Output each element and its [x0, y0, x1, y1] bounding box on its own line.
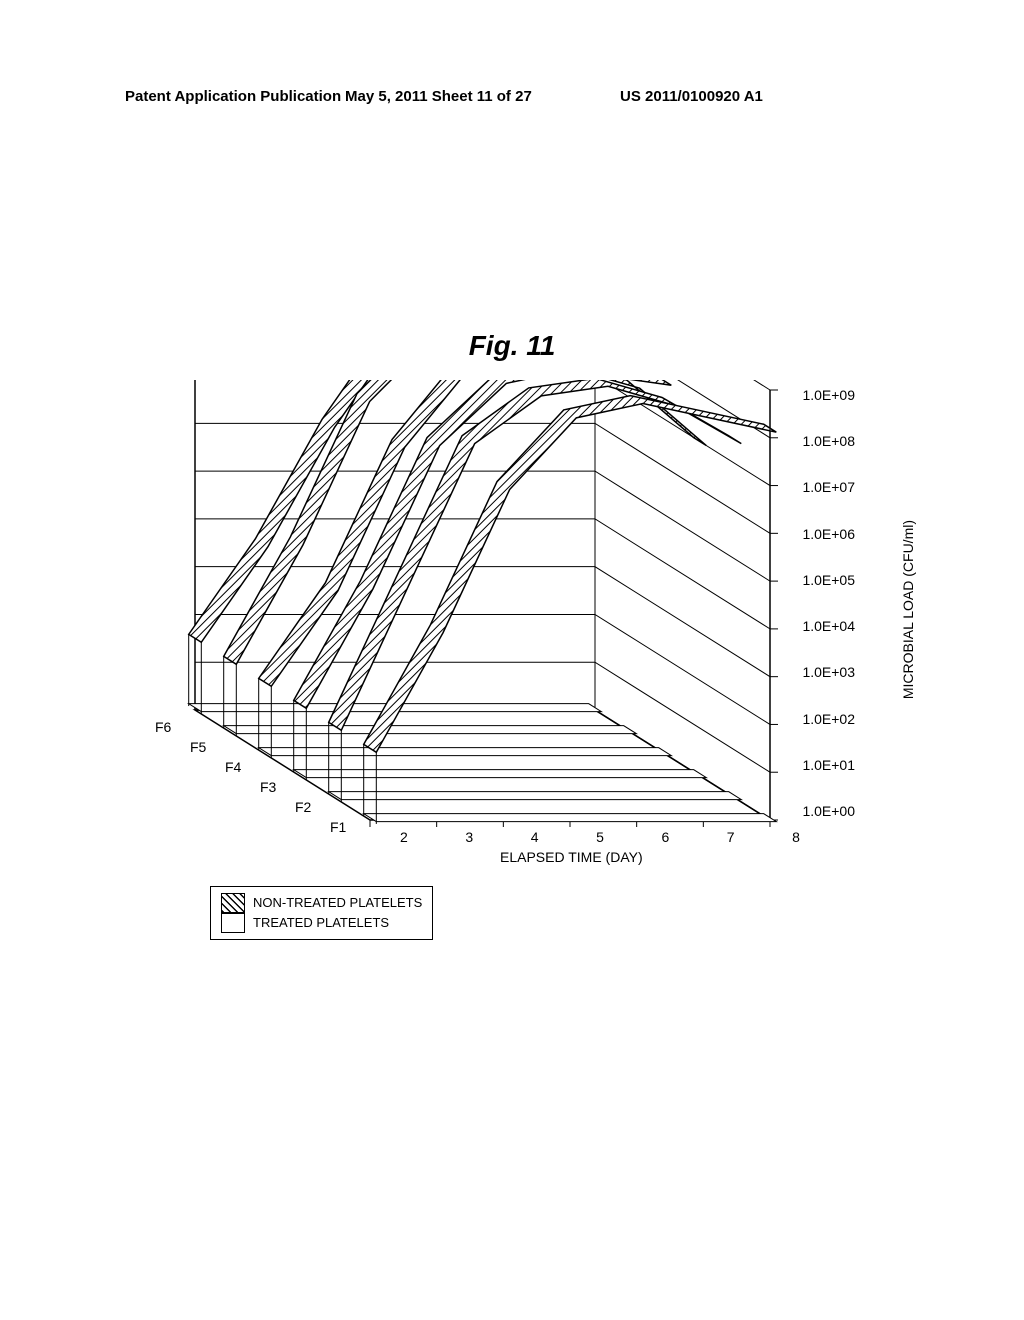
z-tick: 1.0E+00 — [802, 804, 855, 818]
z-axis-ticks: 1.0E+09 1.0E+08 1.0E+07 1.0E+06 1.0E+05 … — [802, 388, 855, 818]
z-tick: 1.0E+08 — [802, 434, 855, 448]
x-axis-label: ELAPSED TIME (DAY) — [500, 849, 643, 865]
z-axis-label: MICROBIAL LOAD (CFU/ml) — [900, 520, 916, 699]
x-axis-ticks: 2 3 4 5 6 7 8 — [400, 829, 800, 845]
y-tick: F1 — [330, 819, 346, 835]
figure-title: Fig. 11 — [0, 330, 1024, 362]
z-tick: 1.0E+04 — [802, 619, 855, 633]
header-left: Patent Application Publication — [125, 88, 341, 105]
y-tick: F2 — [295, 799, 311, 815]
x-tick: 2 — [400, 829, 408, 845]
legend-label: TREATED PLATELETS — [253, 913, 389, 933]
chart-3d-ribbon: 1.0E+09 1.0E+08 1.0E+07 1.0E+06 1.0E+05 … — [140, 380, 900, 940]
z-tick: 1.0E+02 — [802, 712, 855, 726]
z-tick: 1.0E+09 — [802, 388, 855, 402]
legend-swatch-hatched — [221, 893, 245, 913]
header-right: US 2011/0100920 A1 — [620, 88, 763, 105]
legend-swatch-plain — [221, 913, 245, 933]
legend-item-treated: TREATED PLATELETS — [221, 913, 422, 933]
header-mid: May 5, 2011 Sheet 11 of 27 — [345, 88, 532, 105]
x-tick: 6 — [661, 829, 669, 845]
legend-label: NON-TREATED PLATELETS — [253, 893, 422, 913]
x-tick: 4 — [531, 829, 539, 845]
z-tick: 1.0E+03 — [802, 665, 855, 679]
y-tick: F5 — [190, 739, 206, 755]
x-tick: 5 — [596, 829, 604, 845]
z-tick: 1.0E+06 — [802, 527, 855, 541]
y-tick: F4 — [225, 759, 241, 775]
z-tick: 1.0E+01 — [802, 758, 855, 772]
z-tick: 1.0E+05 — [802, 573, 855, 587]
z-tick: 1.0E+07 — [802, 480, 855, 494]
x-tick: 8 — [792, 829, 800, 845]
legend: NON-TREATED PLATELETS TREATED PLATELETS — [210, 886, 433, 940]
y-tick: F3 — [260, 779, 276, 795]
x-tick: 3 — [465, 829, 473, 845]
y-tick: F6 — [155, 719, 171, 735]
x-tick: 7 — [727, 829, 735, 845]
legend-item-non-treated: NON-TREATED PLATELETS — [221, 893, 422, 913]
